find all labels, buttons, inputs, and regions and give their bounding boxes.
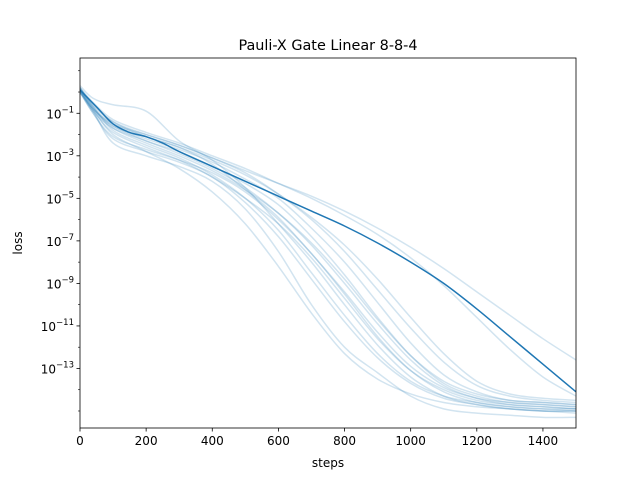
- y-tick-label: 10−11: [41, 318, 74, 334]
- mean-loss-line: [80, 89, 576, 393]
- run-line-16: [80, 91, 576, 412]
- run-line-14: [80, 87, 576, 402]
- run-line-9: [80, 91, 576, 414]
- y-tick-label: 10−7: [46, 233, 74, 249]
- y-tick-exponent: −11: [56, 318, 74, 328]
- y-tick-exponent: −1: [61, 105, 74, 115]
- y-tick-base: 10: [46, 235, 61, 249]
- x-tick-label: 200: [135, 434, 158, 448]
- y-tick-exponent: −13: [56, 360, 74, 370]
- run-line-3: [80, 87, 576, 408]
- y-tick-base: 10: [41, 320, 56, 334]
- run-line-7: [80, 87, 576, 410]
- x-tick-label: 800: [333, 434, 356, 448]
- x-axis-ticks: 0 200 400 600 800 1000 1200 1400: [76, 428, 558, 448]
- x-tick-label: 1000: [395, 434, 426, 448]
- y-tick-label: 10−3: [46, 148, 74, 164]
- y-tick-label: 10−13: [41, 360, 74, 376]
- y-tick-label: 10−9: [46, 275, 74, 291]
- run-line-11: [80, 89, 576, 361]
- plot-frame: [79, 57, 577, 429]
- x-tick-label: 400: [201, 434, 224, 448]
- y-axis-label: loss: [11, 231, 25, 254]
- y-tick-base: 10: [46, 192, 61, 206]
- run-line-4: [80, 85, 576, 412]
- x-tick-label: 600: [267, 434, 290, 448]
- x-axis-label: steps: [312, 456, 344, 470]
- x-tick-label: 0: [76, 434, 84, 448]
- run-line-8: [80, 89, 576, 404]
- y-tick-label: 10−5: [46, 190, 74, 206]
- y-tick-base: 10: [41, 362, 56, 376]
- run-line-12: [80, 89, 576, 408]
- run-lines: [80, 85, 576, 419]
- y-tick-exponent: −9: [61, 275, 74, 285]
- mean-line: [80, 89, 576, 393]
- y-tick-base: 10: [46, 277, 61, 291]
- y-tick-base: 10: [46, 107, 61, 121]
- x-tick-label: 1400: [528, 434, 559, 448]
- run-line-13: [80, 91, 576, 410]
- run-line-6: [80, 91, 576, 406]
- y-tick-exponent: −5: [61, 190, 74, 200]
- run-line-5: [80, 89, 576, 410]
- y-tick-base: 10: [46, 150, 61, 164]
- run-line-10: [80, 87, 576, 397]
- run-line-1: [80, 91, 576, 419]
- x-tick-label: 1200: [462, 434, 493, 448]
- y-tick-exponent: −7: [61, 233, 74, 243]
- y-tick-exponent: −3: [61, 148, 74, 158]
- run-line-15: [80, 89, 576, 406]
- y-tick-label: 10−1: [46, 105, 74, 121]
- run-line-2: [80, 89, 576, 412]
- chart-title: Pauli-X Gate Linear 8-8-4: [238, 38, 417, 54]
